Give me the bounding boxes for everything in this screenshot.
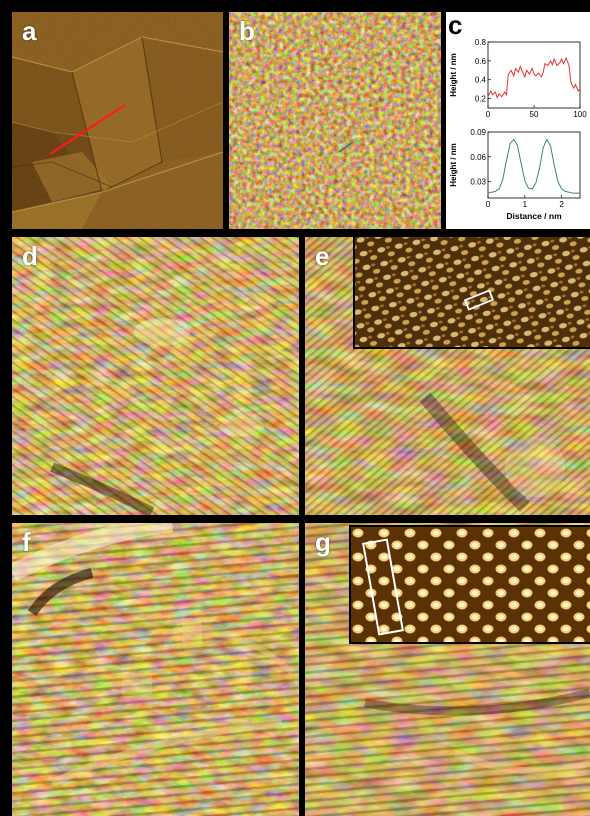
panel-label-f: f — [22, 527, 31, 557]
y-tick-label: 0.09 — [470, 128, 486, 137]
x-axis-label: Distance / nm — [506, 211, 562, 221]
height-profile-panel: 0 50 100 0.2 0.4 0.6 0.8 Height / nm 0 1 2 0.03 0.06… — [446, 12, 590, 229]
x-tick-label: 1 — [523, 200, 528, 209]
stm-image-e: e — [305, 237, 590, 515]
molecular-rows-texture — [355, 237, 590, 347]
afm-image-a: a — [12, 12, 223, 229]
line-scan-marker — [49, 104, 126, 155]
panel-label-c: c — [448, 12, 463, 40]
y-tick-label: 0.4 — [475, 76, 487, 85]
panel-label-g: g — [315, 527, 331, 557]
x-tick-label: 0 — [486, 110, 491, 119]
stm-image-d: d — [12, 237, 299, 515]
unit-cell-box — [362, 538, 404, 636]
y-tick-label: 0.06 — [470, 153, 486, 162]
plot-frame — [487, 41, 581, 109]
unit-cell-box — [463, 289, 495, 311]
stm-image-f: f — [12, 523, 299, 816]
zoom-inset-e — [353, 237, 590, 349]
line-scan-marker — [338, 141, 354, 153]
profile-series-line — [487, 56, 581, 99]
x-tick-label: 2 — [559, 200, 564, 209]
panel-label-e: e — [315, 241, 330, 271]
y-axis-label: Height / nm — [449, 143, 458, 187]
stm-texture — [12, 523, 299, 816]
panel-label-b: b — [239, 16, 255, 46]
y-tick-label: 0.03 — [470, 178, 486, 187]
y-tick-label: 0.8 — [475, 38, 487, 47]
afm-grain-texture — [229, 12, 441, 229]
plot-frame — [487, 131, 581, 199]
panel-label-d: d — [22, 241, 38, 271]
afm-terrace-texture — [12, 12, 223, 229]
afm-image-b: b — [229, 12, 441, 229]
stm-image-g: g — [305, 523, 590, 816]
height-profile-chart: 0 50 100 0.2 0.4 0.6 0.8 Height / nm 0 1 2 0.03 0.06… — [449, 38, 587, 221]
molecular-lattice-texture — [351, 527, 590, 642]
stm-texture — [12, 237, 299, 515]
x-tick-label: 0 — [486, 200, 491, 209]
y-axis-label: Height / nm — [449, 53, 458, 97]
y-tick-label: 0.6 — [475, 57, 487, 66]
x-tick-label: 50 — [530, 110, 539, 119]
zoom-inset-g — [349, 525, 590, 644]
x-tick-label: 100 — [573, 110, 587, 119]
y-tick-label: 0.2 — [475, 95, 487, 104]
profile-series-line — [487, 138, 580, 194]
panel-label-a: a — [22, 16, 37, 46]
